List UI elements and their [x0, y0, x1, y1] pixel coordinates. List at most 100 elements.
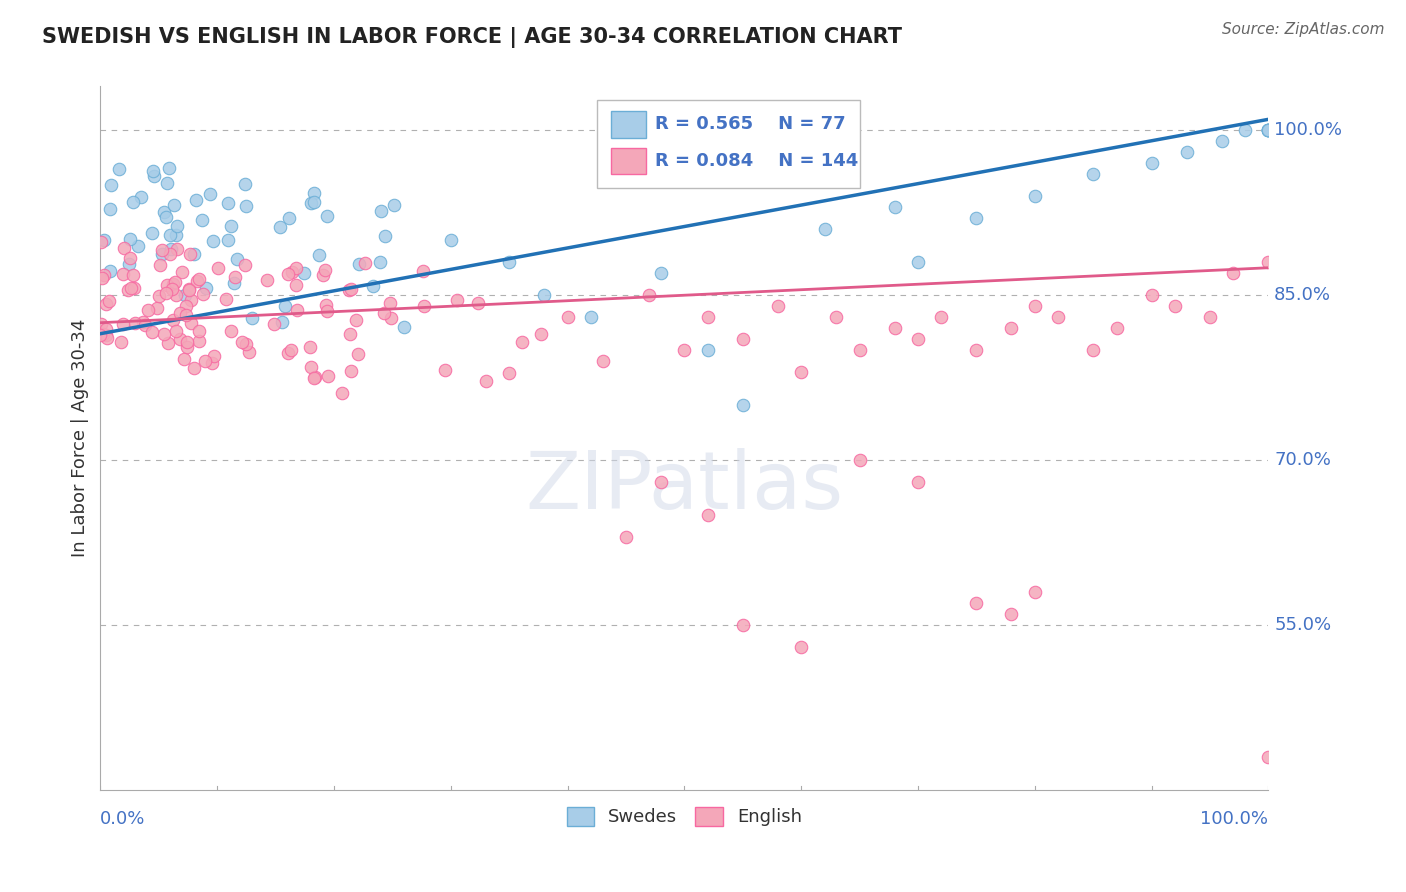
Point	[132, 315, 155, 329]
Point	[155, 210, 177, 224]
Point	[91, 327, 114, 342]
Point	[277, 346, 299, 360]
Point	[848, 343, 870, 358]
Point	[110, 335, 132, 350]
Point	[93, 234, 115, 248]
Point	[176, 340, 198, 354]
Point	[285, 277, 308, 292]
Point	[1199, 310, 1222, 325]
Text: ZIPatlas: ZIPatlas	[526, 449, 844, 526]
Point	[929, 310, 952, 325]
Point	[122, 280, 145, 294]
Point	[112, 317, 135, 331]
Point	[1211, 134, 1233, 148]
Point	[1047, 310, 1070, 325]
Point	[498, 366, 520, 380]
Point	[163, 198, 186, 212]
Point	[1233, 123, 1256, 137]
Point	[1257, 255, 1279, 269]
Point	[1140, 288, 1163, 302]
Point	[907, 332, 929, 346]
Point	[650, 475, 672, 489]
Point	[150, 247, 173, 261]
Point	[370, 204, 392, 219]
Point	[1257, 750, 1279, 764]
Point	[304, 186, 326, 201]
Point	[530, 326, 553, 341]
Point	[314, 262, 336, 277]
Point	[1024, 585, 1046, 599]
Text: 100.0%: 100.0%	[1274, 121, 1343, 139]
Point	[1024, 189, 1046, 203]
Point	[965, 596, 987, 610]
Point	[344, 313, 367, 327]
Point	[315, 298, 337, 312]
Point	[825, 310, 848, 325]
Point	[89, 328, 111, 343]
Point	[368, 255, 391, 269]
Point	[1257, 123, 1279, 137]
Point	[94, 328, 117, 343]
Point	[378, 295, 401, 310]
Point	[278, 211, 301, 225]
Point	[315, 303, 337, 318]
Point	[153, 326, 176, 341]
Point	[166, 219, 188, 233]
Point	[285, 303, 308, 318]
Point	[1000, 607, 1022, 621]
Point	[93, 268, 115, 282]
Point	[162, 277, 184, 291]
Point	[346, 347, 368, 361]
Point	[176, 334, 198, 349]
Point	[96, 322, 118, 336]
Point	[280, 265, 302, 279]
Point	[183, 361, 205, 376]
Point	[1257, 123, 1279, 137]
Point	[120, 232, 142, 246]
Point	[907, 255, 929, 269]
Point	[579, 310, 602, 325]
Point	[1105, 321, 1128, 335]
Point	[274, 299, 297, 313]
Point	[1257, 123, 1279, 137]
Point	[311, 268, 333, 283]
Point	[302, 194, 325, 209]
Point	[183, 247, 205, 261]
Point	[188, 271, 211, 285]
Text: R = 0.565    N = 77: R = 0.565 N = 77	[655, 115, 846, 133]
Point	[696, 310, 718, 325]
Point	[790, 640, 813, 654]
Text: 0.0%: 0.0%	[100, 810, 146, 828]
Point	[174, 309, 197, 323]
Point	[557, 310, 579, 325]
Point	[883, 321, 905, 335]
Point	[180, 316, 202, 330]
Point	[219, 219, 242, 234]
Point	[142, 169, 165, 183]
Point	[170, 265, 193, 279]
Point	[148, 289, 170, 303]
Point	[111, 267, 134, 281]
Text: SWEDISH VS ENGLISH IN LABOR FORCE | AGE 30-34 CORRELATION CHART: SWEDISH VS ENGLISH IN LABOR FORCE | AGE …	[42, 27, 903, 48]
Point	[90, 235, 112, 249]
Point	[156, 335, 179, 350]
Point	[790, 365, 813, 379]
Point	[731, 618, 754, 632]
Point	[848, 453, 870, 467]
Point	[198, 186, 221, 201]
Point	[533, 288, 555, 302]
Point	[169, 305, 191, 319]
Point	[188, 324, 211, 338]
Point	[766, 299, 789, 313]
Point	[173, 288, 195, 302]
Point	[298, 341, 321, 355]
Point	[166, 242, 188, 256]
Point	[696, 343, 718, 358]
Point	[224, 270, 246, 285]
Point	[201, 356, 224, 370]
Point	[94, 297, 117, 311]
Point	[269, 219, 291, 234]
FancyBboxPatch shape	[610, 147, 645, 174]
Point	[235, 337, 257, 351]
Point	[340, 282, 363, 296]
